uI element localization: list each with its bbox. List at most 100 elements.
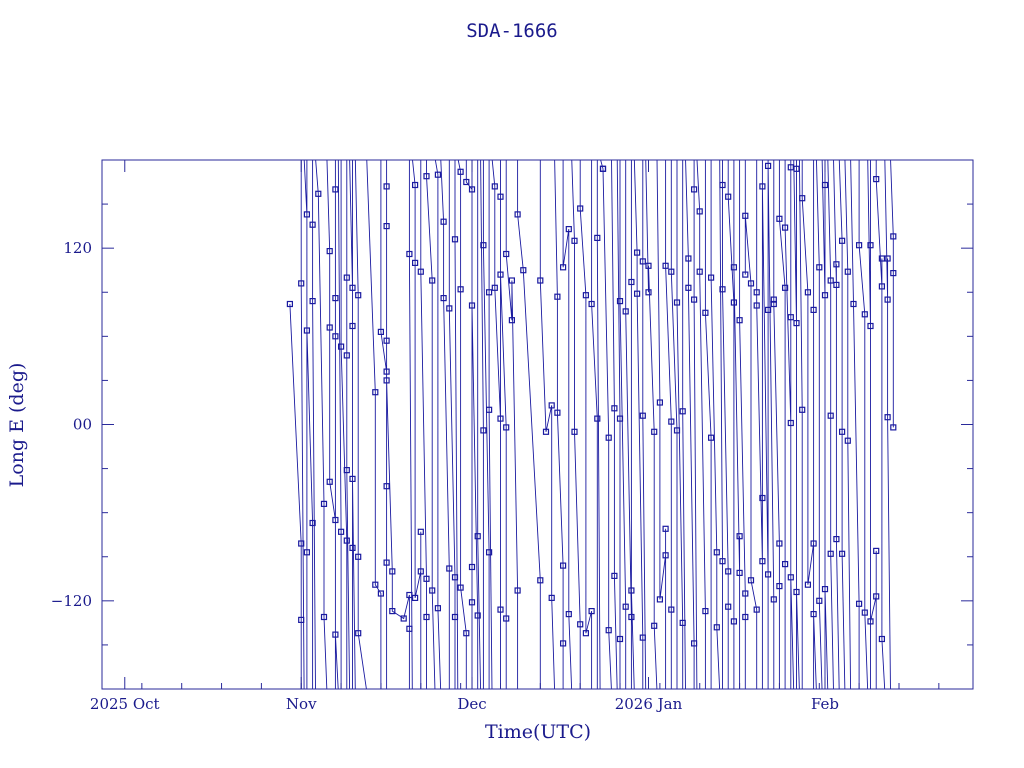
data-point [736,533,743,540]
data-point [326,324,333,331]
data-point [309,298,316,305]
x-tick-label: Feb [811,695,839,713]
data-point [645,262,652,269]
data-point [383,223,390,230]
data-point [486,289,493,296]
data-point [349,284,356,291]
data-point [486,549,493,556]
data-point [747,280,755,287]
data-point [406,625,413,632]
data-point [463,630,470,637]
data-point [725,603,732,610]
data-point [725,193,732,200]
data-point [730,618,738,625]
data-point [326,248,333,255]
data-point [679,619,686,627]
data-point [497,415,504,422]
x-tick-label: Nov [286,695,317,713]
data-point [559,640,567,647]
data-point [355,553,362,560]
data-point [338,528,345,535]
data-point [298,616,305,624]
data-point [702,309,709,316]
data-point [480,242,487,249]
data-point [861,311,868,318]
data-point [719,181,726,189]
data-point [383,337,390,344]
data-point [628,278,635,286]
data-point [429,587,436,594]
data-point [537,277,544,284]
data-point [833,535,840,543]
data-point [753,606,760,613]
data-point [770,300,777,308]
data-point [406,250,413,258]
data-point [554,293,561,300]
y-tick-label: 00 [73,416,92,434]
data-point [656,596,664,603]
data-point [764,306,772,313]
data-point [389,607,396,615]
data-point [594,415,601,422]
data-point [497,193,504,200]
data-point [787,164,794,171]
data-point [588,607,595,615]
data-point [537,577,544,584]
data-point [799,406,806,413]
data-point [503,615,510,622]
data-point [468,186,476,193]
data-point [582,630,590,637]
data-point [343,537,350,544]
data-point [349,475,356,482]
data-point [804,581,812,588]
data-point [355,292,362,299]
data-point [383,368,390,375]
data-point [605,434,612,441]
data-point [389,568,396,575]
data-point [707,434,715,441]
data-point [787,419,794,427]
data-point [474,533,481,540]
data-point [480,427,487,434]
data-point [833,261,840,268]
data-point [725,568,732,575]
data-point [286,300,293,308]
data-point [520,267,527,274]
data-point [343,352,350,359]
data-point [457,286,464,293]
data-point [508,317,515,324]
data-point [571,237,578,244]
data-point [838,237,846,244]
data-point [611,405,618,412]
data-point [599,165,607,172]
data-point [605,627,612,634]
data-point [594,234,601,241]
data-point [873,593,880,600]
data-point [383,377,390,384]
data-point [651,622,658,629]
data-point [503,250,510,258]
data-point [412,181,419,189]
x-ticks: 2025 Oct Nov Dec 2026 Jan Feb [90,160,940,713]
data-point [622,603,629,610]
data-point [514,211,521,218]
data-point [440,295,447,302]
data-point [816,264,823,271]
data-point [662,262,669,269]
data-point [861,609,868,616]
data-point [855,242,863,249]
data-point [559,562,567,569]
data-point [588,300,595,308]
data-point [639,258,646,265]
data-point [491,284,498,291]
data-point [656,399,664,406]
data-point [508,277,515,284]
data-point [753,302,760,309]
data-point [548,594,555,602]
data-point [668,268,675,275]
data-point [349,544,356,552]
data-point [696,208,703,215]
data-point [434,605,441,612]
data-point [793,588,800,596]
data-point [355,630,362,637]
